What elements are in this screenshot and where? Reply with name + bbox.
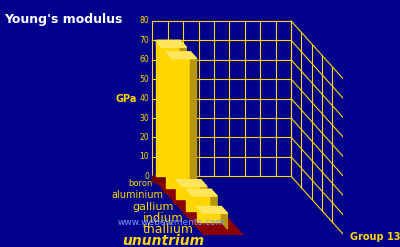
Polygon shape <box>186 189 217 196</box>
Text: indium: indium <box>143 212 184 225</box>
Polygon shape <box>197 206 228 213</box>
Text: aluminium: aluminium <box>111 190 163 200</box>
Text: www.webelements.com: www.webelements.com <box>118 218 225 227</box>
Polygon shape <box>190 52 197 195</box>
Polygon shape <box>166 52 197 59</box>
Text: 10: 10 <box>139 152 149 161</box>
Polygon shape <box>166 52 190 188</box>
Text: ununtrium: ununtrium <box>122 234 204 247</box>
Text: gallium: gallium <box>132 202 173 212</box>
Text: GPa: GPa <box>116 94 137 104</box>
Text: 20: 20 <box>139 133 149 142</box>
Text: Group 13: Group 13 <box>350 232 400 242</box>
Polygon shape <box>152 21 291 176</box>
Polygon shape <box>152 177 191 182</box>
Text: Young's modulus: Young's modulus <box>4 13 123 26</box>
Polygon shape <box>152 177 258 247</box>
Polygon shape <box>176 180 201 199</box>
Text: 60: 60 <box>139 55 149 64</box>
Polygon shape <box>163 188 194 191</box>
Text: 70: 70 <box>139 36 149 45</box>
Polygon shape <box>180 40 186 183</box>
Polygon shape <box>183 211 214 214</box>
Polygon shape <box>156 40 180 176</box>
Text: 0: 0 <box>144 172 149 181</box>
Text: boron: boron <box>128 179 153 188</box>
Text: 80: 80 <box>139 17 149 25</box>
Text: thallium: thallium <box>143 223 194 236</box>
Polygon shape <box>221 206 228 229</box>
Polygon shape <box>186 189 211 211</box>
Polygon shape <box>201 180 207 206</box>
Text: 50: 50 <box>139 75 149 84</box>
Polygon shape <box>197 206 221 222</box>
Polygon shape <box>173 199 204 203</box>
Text: 30: 30 <box>139 114 149 123</box>
Polygon shape <box>176 180 207 187</box>
Polygon shape <box>194 222 224 226</box>
Polygon shape <box>152 176 245 245</box>
Polygon shape <box>152 176 183 180</box>
Polygon shape <box>204 233 235 237</box>
Text: 40: 40 <box>139 94 149 103</box>
Polygon shape <box>211 189 217 217</box>
Ellipse shape <box>213 236 236 242</box>
Polygon shape <box>156 40 186 47</box>
